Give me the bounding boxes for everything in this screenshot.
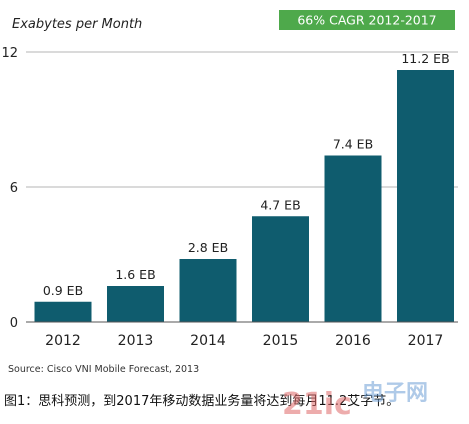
x-axis-ticks: 2012 2013 2014 2015 2016 2017 [45, 333, 443, 349]
y-tick-label: 6 [10, 181, 18, 196]
x-tick-label-2017: 2017 [408, 333, 444, 349]
watermark-logo-site: 21ic [282, 387, 352, 422]
bar-2017 [397, 70, 454, 322]
cagr-badge [279, 10, 455, 30]
bar-2013 [107, 286, 164, 322]
value-label-2013: 1.6 EB [115, 267, 155, 282]
x-tick-label-2016: 2016 [335, 333, 371, 349]
grid-lines [26, 51, 458, 188]
x-tick-label-2015: 2015 [263, 333, 299, 349]
x-tick-label-2012: 2012 [45, 333, 81, 349]
value-label-2017: 11.2 EB [401, 51, 449, 66]
y-tick-label: 12 [1, 46, 18, 61]
source-note: Source: Cisco VNI Mobile Forecast, 2013 [8, 364, 199, 375]
cagr-badge-label: 66% CAGR 2012-2017 [297, 13, 436, 28]
value-label-2016: 7.4 EB [333, 137, 373, 152]
bar-2012 [34, 301, 92, 322]
value-label-2012: 0.9 EB [43, 283, 83, 298]
bar-2014 [179, 259, 237, 322]
watermark-logo-suffix: 电子网 [362, 381, 428, 406]
value-label-2014: 2.8 EB [188, 240, 228, 255]
y-axis-title: Exabytes per Month [12, 17, 142, 32]
x-tick-label-2013: 2013 [118, 333, 154, 349]
bars [34, 70, 454, 322]
bar-2016 [324, 155, 382, 322]
y-axis-ticks: 0 6 12 [1, 46, 18, 331]
caption: 图1：思科预测，到2017年移动数据业务量将达到每月11.2艾字节。 [4, 393, 399, 409]
bar-2015 [252, 216, 309, 322]
value-label-2015: 4.7 EB [260, 197, 300, 212]
value-labels: 0.9 EB 1.6 EB 2.8 EB 4.7 EB 7.4 EB 11.2 EB [43, 51, 450, 298]
x-tick-label-2014: 2014 [190, 333, 226, 349]
y-tick-label: 0 [10, 316, 18, 331]
